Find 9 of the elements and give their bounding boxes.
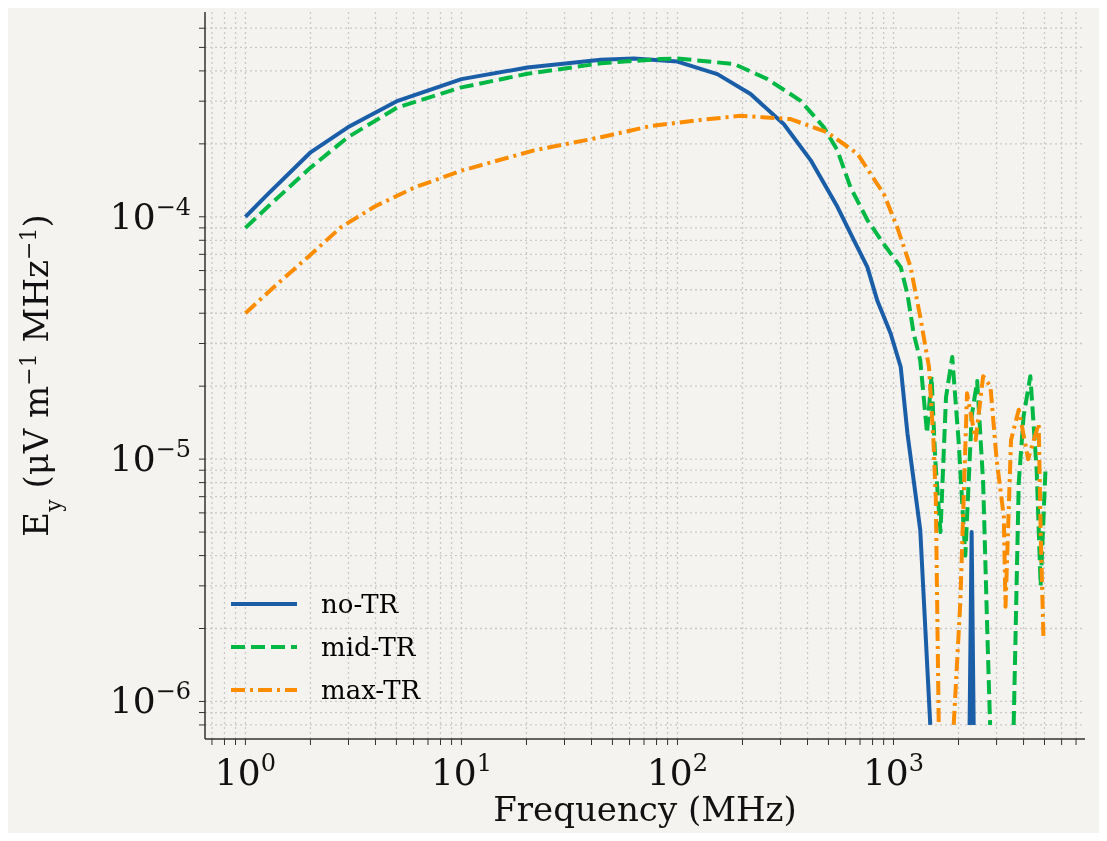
x-tick-label: 10$^{0}$: [214, 749, 276, 793]
legend-label: mid-TR: [321, 631, 416, 662]
x-tick-label: 10$^{3}$: [862, 749, 925, 793]
y-tick-label: 10$^{−5}$: [109, 435, 191, 480]
y-tick-label: 10$^{−6}$: [109, 677, 191, 722]
legend-label: max-TR: [321, 674, 421, 705]
legend-label: no-TR: [321, 588, 399, 619]
y-tick-label: 10$^{−4}$: [109, 192, 191, 237]
x-tick-label: 10$^{1}$: [430, 749, 492, 793]
